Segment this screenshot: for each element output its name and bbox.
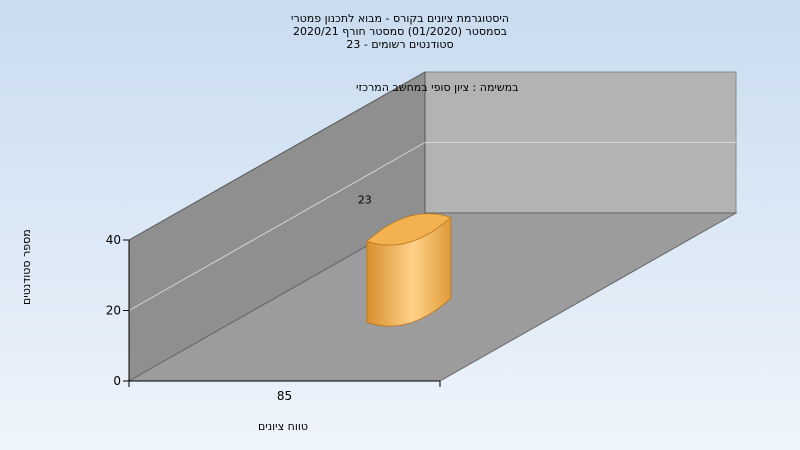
- y-tick-label: 0: [113, 374, 121, 388]
- x-tick-label: 85: [277, 389, 292, 403]
- y-tick-label: 20: [106, 304, 121, 318]
- y-axis: 0 20 40: [106, 233, 441, 388]
- x-axis-title: טווח ציונים: [258, 420, 308, 433]
- chart-subtitle: במשימה : ציון סופי במחשב המרכזי: [356, 81, 519, 94]
- gridline-left: [128, 142, 426, 311]
- bars: 23 85: [277, 193, 452, 403]
- chart-title-line-1: היסטוגרמת ציונים בקורס - מבוא לתכנון פמט…: [291, 12, 509, 25]
- bar-data-label: 23: [358, 193, 372, 206]
- y-axis-title: מספר סטודנטים: [20, 229, 33, 305]
- chart-title-line-3: סטודנטים רשומים - 23: [346, 38, 454, 51]
- chart-title-line-2: בסמסטר (01/2020) סמסטר חורף 2020/21: [293, 25, 507, 38]
- histogram-bar-top: [366, 213, 452, 246]
- y-tick-label: 40: [106, 233, 121, 247]
- gridlines: [128, 142, 736, 311]
